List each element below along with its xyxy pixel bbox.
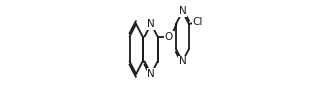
Text: N: N <box>147 69 155 79</box>
Text: N: N <box>179 6 186 16</box>
Text: Cl: Cl <box>193 17 203 27</box>
Text: O: O <box>165 31 173 41</box>
Text: N: N <box>179 57 186 67</box>
Text: N: N <box>147 19 155 29</box>
